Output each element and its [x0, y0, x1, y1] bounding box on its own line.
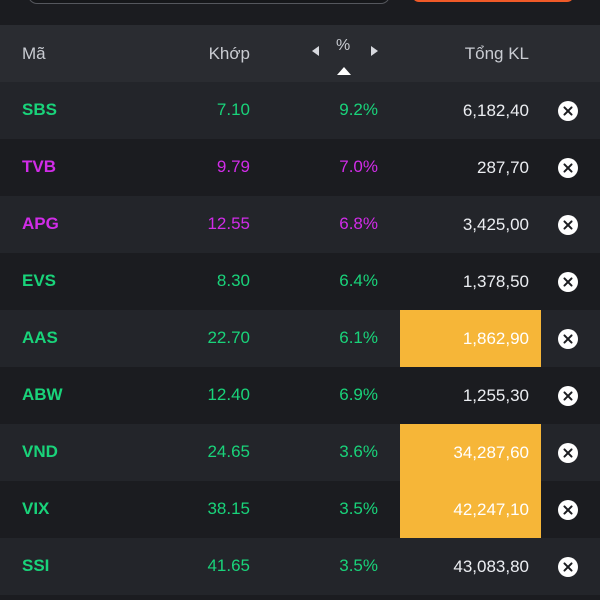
change-percent: 9.2%	[339, 100, 378, 119]
table-row[interactable]: SBS 7.10 9.2% 6,182,40	[0, 82, 600, 139]
match-price: 24.65	[207, 442, 250, 461]
remove-icon[interactable]	[558, 215, 578, 235]
change-percent: 3.5%	[339, 499, 378, 518]
remove-icon[interactable]	[558, 500, 578, 520]
remove-icon[interactable]	[558, 329, 578, 349]
change-percent: 6.9%	[339, 385, 378, 404]
change-percent: 6.4%	[339, 271, 378, 290]
match-price: 9.79	[216, 157, 250, 176]
total-volume: 1,255,30	[462, 386, 529, 405]
table-row[interactable]: ABW 12.40 6.9% 1,255,30	[0, 367, 600, 424]
remove-icon[interactable]	[558, 158, 578, 178]
stock-code[interactable]: SBS	[22, 100, 57, 119]
remove-icon[interactable]	[558, 386, 578, 406]
total-volume: 43,083,80	[453, 557, 529, 576]
sort-up-icon[interactable]	[337, 67, 351, 75]
header-volume[interactable]: Tổng KL	[464, 44, 529, 63]
match-price: 22.70	[207, 328, 250, 347]
table-row[interactable]: APG 12.55 6.8% 3,425,00	[0, 196, 600, 253]
change-percent: 6.8%	[339, 214, 378, 233]
change-percent: 6.1%	[339, 328, 378, 347]
stock-code[interactable]: APG	[22, 214, 59, 233]
table-row[interactable]: AAS 22.70 6.1% 1,862,90	[0, 310, 600, 367]
total-volume: 6,182,40	[462, 101, 529, 120]
match-price: 12.55	[207, 214, 250, 233]
match-price: 7.10	[216, 100, 250, 119]
match-price: 8.30	[216, 271, 250, 290]
stock-code[interactable]: AAS	[22, 328, 58, 347]
header-code[interactable]: Mã	[22, 44, 46, 63]
header-price[interactable]: Khớp	[208, 44, 250, 63]
total-volume: 1,378,50	[462, 272, 529, 291]
change-percent: 3.5%	[339, 556, 378, 575]
total-volume: 287,70	[477, 158, 529, 177]
top-action-button[interactable]	[412, 0, 574, 2]
stock-code[interactable]: ABW	[22, 385, 63, 404]
total-volume: 42,247,10	[400, 481, 541, 538]
chevron-right-icon[interactable]	[371, 46, 378, 56]
remove-icon[interactable]	[558, 272, 578, 292]
stock-code[interactable]: SSI	[22, 556, 50, 575]
chevron-left-icon[interactable]	[312, 46, 319, 56]
table-row[interactable]: SSI 41.65 3.5% 43,083,80	[0, 538, 600, 595]
table-row[interactable]: TVB 9.79 7.0% 287,70	[0, 139, 600, 196]
match-price: 12.40	[207, 385, 250, 404]
remove-icon[interactable]	[558, 443, 578, 463]
change-percent: 7.0%	[339, 157, 378, 176]
stock-code[interactable]: EVS	[22, 271, 57, 290]
remove-icon[interactable]	[558, 101, 578, 121]
total-volume: 3,425,00	[462, 215, 529, 234]
total-volume: 1,862,90	[400, 310, 541, 367]
match-price: 38.15	[207, 499, 250, 518]
header-percent[interactable]: %	[336, 37, 351, 54]
remove-icon[interactable]	[558, 557, 578, 577]
change-percent: 3.6%	[339, 442, 378, 461]
table-row[interactable]: VND 24.65 3.6% 34,287,60	[0, 424, 600, 481]
stock-code[interactable]: VIX	[22, 499, 50, 518]
table-header: Mã Khớp % Tổng KL	[0, 25, 600, 82]
match-price: 41.65	[207, 556, 250, 575]
total-volume: 34,287,60	[400, 424, 541, 481]
stock-code[interactable]: TVB	[22, 157, 56, 176]
top-bar	[0, 0, 600, 25]
table-row[interactable]: EVS 8.30 6.4% 1,378,50	[0, 253, 600, 310]
search-input[interactable]	[28, 0, 390, 4]
stock-code[interactable]: VND	[22, 442, 58, 461]
table-row[interactable]: VIX 38.15 3.5% 42,247,10	[0, 481, 600, 538]
